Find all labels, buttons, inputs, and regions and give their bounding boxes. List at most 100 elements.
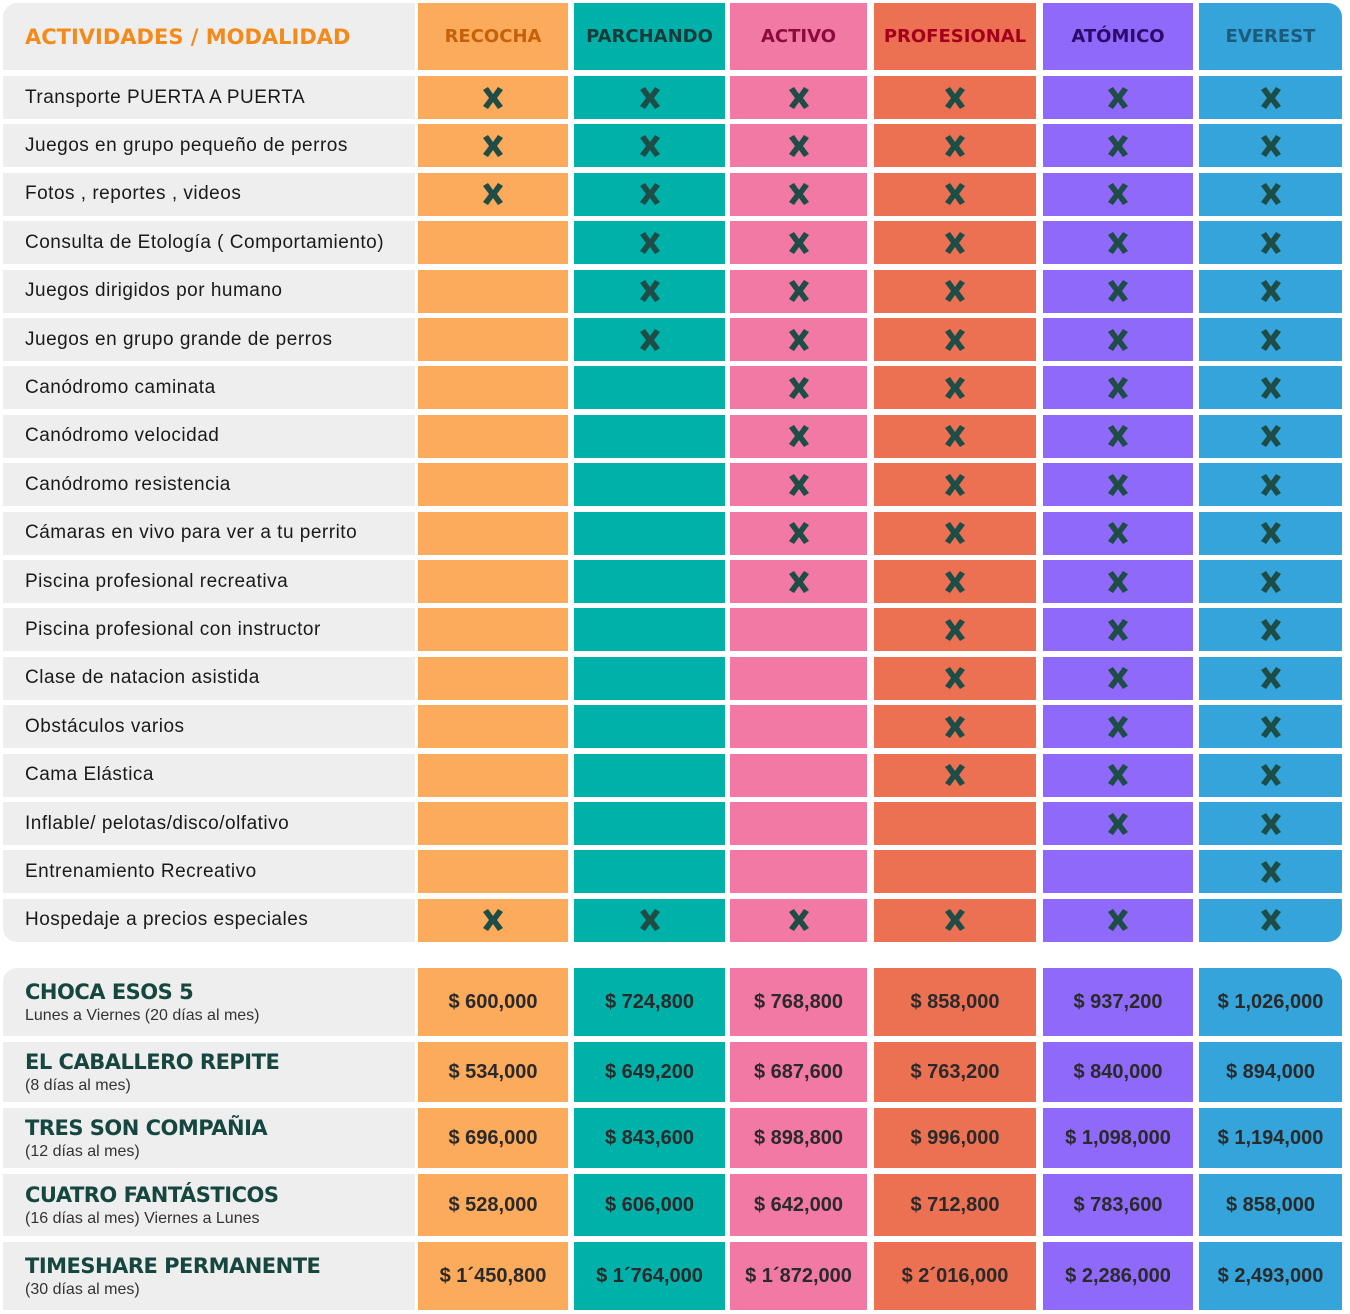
check-mark [1105,521,1131,545]
check-mark [942,763,968,787]
check-mark [1105,376,1131,400]
check-mark [1258,860,1284,884]
price: $ 1,194,000 [1199,1108,1342,1168]
feature-cell [574,705,725,749]
check-mark [1105,473,1131,497]
feature-label: Hospedaje a precios especiales [3,898,415,942]
price: $ 2´016,000 [874,1242,1036,1310]
price: $ 528,000 [418,1174,568,1236]
feature-cell [574,608,725,652]
feature-cell [418,802,568,845]
feature-cell [418,76,568,119]
feature-cell [418,705,568,749]
check-mark [1105,134,1131,158]
price: $ 937,200 [1043,968,1193,1036]
check-mark [1258,279,1284,303]
plan-name: EL CABALLERO REPITE [25,1049,280,1074]
feature-cell [418,560,568,603]
price: $ 2,286,000 [1043,1242,1193,1310]
feature-cell [874,221,1036,265]
plan-name: TIMESHARE PERMANENTE [25,1253,321,1278]
column-header: PARCHANDO [574,3,725,70]
check-mark [942,666,968,690]
feature-label: Juegos dirigidos por humano [3,269,415,313]
feature-cell [874,850,1036,894]
price: $ 724,800 [574,968,725,1036]
price: $ 1,026,000 [1199,968,1342,1036]
check-mark [942,182,968,206]
check-mark [786,328,812,352]
price: $ 843,600 [574,1108,725,1168]
check-mark [1105,86,1131,110]
check-mark [637,328,663,352]
feature-cell [418,124,568,168]
check-mark [637,134,663,158]
check-mark [1258,763,1284,787]
feature-cell [1199,511,1342,555]
price: $ 649,200 [574,1042,725,1102]
check-mark [637,231,663,255]
check-mark [1258,134,1284,158]
feature-cell [1043,850,1193,894]
check-mark [942,521,968,545]
feature-cell [1199,124,1342,168]
feature-cell [730,318,867,361]
feature-label: Obstáculos varios [3,705,415,749]
plan-label: TRES SON COMPAÑIA (12 días al mes) [3,1108,415,1168]
check-mark [637,279,663,303]
feature-cell [874,76,1036,119]
check-mark [1258,521,1284,545]
check-mark [1105,715,1131,739]
price: $ 687,600 [730,1042,867,1102]
feature-cell [874,511,1036,555]
feature-cell [730,560,867,603]
price: $ 1,098,000 [1043,1108,1193,1168]
feature-cell [418,753,568,797]
price: $ 768,800 [730,968,867,1036]
feature-cell [418,318,568,361]
feature-cell [574,172,725,216]
feature-cell [1043,560,1193,603]
feature-cell [730,608,867,652]
feature-cell [574,656,725,700]
check-mark [1105,182,1131,206]
check-mark [1258,328,1284,352]
feature-cell [1199,560,1342,603]
feature-label: Canódromo caminata [3,366,415,410]
plan-detail: (30 días al mes) [25,1280,140,1298]
check-mark [1105,908,1131,932]
check-mark [637,908,663,932]
feature-cell [1043,366,1193,410]
feature-cell [418,172,568,216]
check-mark [786,570,812,594]
check-mark [942,86,968,110]
check-mark [480,86,506,110]
plan-detail: (16 días al mes) Viernes a Lunes [25,1209,260,1227]
price: $ 534,000 [418,1042,568,1102]
feature-cell [730,511,867,555]
feature-cell [1043,76,1193,119]
feature-cell [574,221,725,265]
plan-label: CUATRO FANTÁSTICOS (16 días al mes) Viern… [3,1174,415,1236]
feature-cell [730,705,867,749]
price: $ 712,800 [874,1174,1036,1236]
price: $ 763,200 [874,1042,1036,1102]
feature-cell [1199,608,1342,652]
check-mark [942,908,968,932]
plan-label: EL CABALLERO REPITE (8 días al mes) [3,1042,415,1102]
check-mark [1105,763,1131,787]
price: $ 1´450,800 [418,1242,568,1310]
feature-cell [418,414,568,458]
price: $ 858,000 [874,968,1036,1036]
feature-label: Canódromo velocidad [3,414,415,458]
check-mark [1258,812,1284,836]
feature-cell [1199,414,1342,458]
check-mark [1258,715,1284,739]
feature-cell [874,753,1036,797]
feature-cell [418,221,568,265]
feature-cell [1199,76,1342,119]
feature-cell [574,753,725,797]
feature-cell [874,802,1036,845]
check-mark [942,328,968,352]
